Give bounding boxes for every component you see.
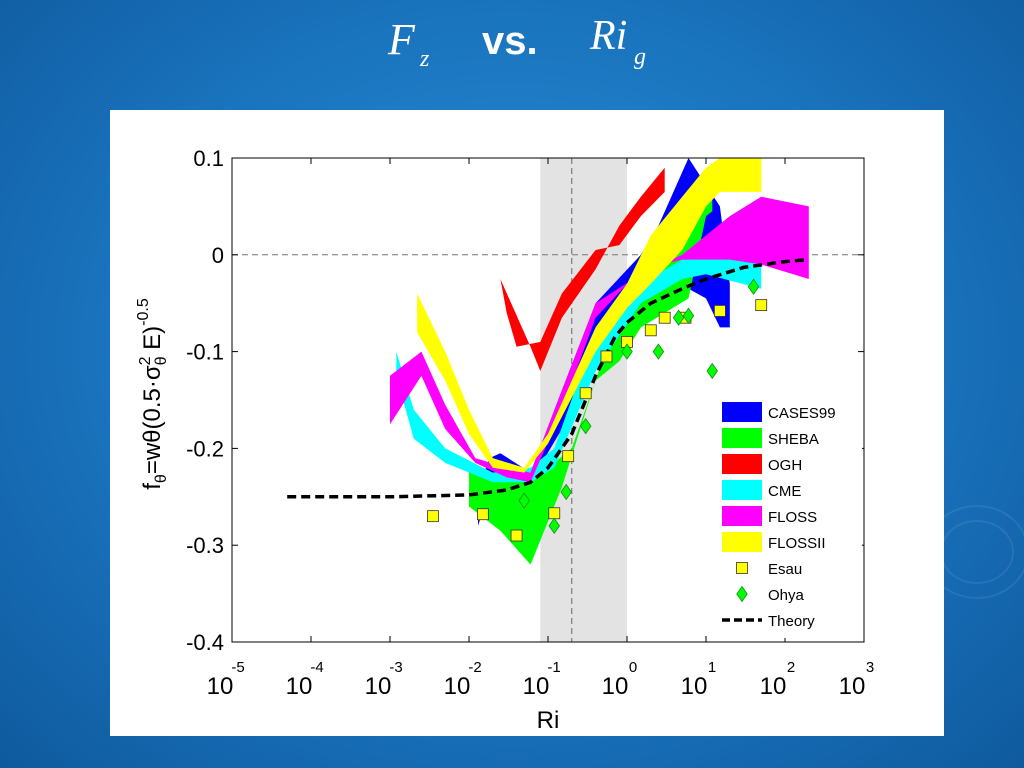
ylabel-sup: -0.5 [135,298,152,326]
legend-label: Ohya [768,587,805,604]
legend-label: SHEBA [768,431,819,448]
title-rig-main: Ri [589,13,627,59]
y-tick-label: -0.3 [186,533,224,558]
y-tick-label: 0.1 [193,146,224,171]
ylabel-sup2: 2 [137,356,154,365]
legend-label: Esau [768,561,802,578]
band-ogh [500,167,665,371]
band-cme [396,245,762,483]
esau-point [427,510,439,523]
band-floss [390,196,809,483]
slide-title: F z vs. Ri g [387,13,646,72]
legend-label: FLOSSII [768,535,826,552]
esau-point [714,305,726,317]
esau-point [477,508,489,521]
x-tick-exponent: -3 [389,659,402,676]
esau-point [755,299,768,312]
legend-swatch-ogh [722,454,762,474]
y-tick-label: 0 [212,243,224,268]
ohya-point [706,362,718,380]
x-tick-exponent: -5 [231,659,244,676]
legend-label: OGH [768,457,802,474]
ylabel-sub2: θ [153,356,170,365]
x-tick-exponent: 2 [787,659,795,676]
ohya-point [747,278,760,295]
x-tick-exponent: -2 [468,659,481,676]
legend-label: Theory [768,613,815,630]
x-tick-label: 10 [760,673,787,700]
chart-svg: 0.10-0.1-0.2-0.3-0.410-510-410-310-210-1… [135,146,874,734]
ohya-point [672,309,685,326]
ohya-point [621,343,633,360]
x-tick-label: 10 [286,673,313,700]
band-sheba [469,167,713,565]
x-tick-label: 10 [523,673,550,700]
legend-swatch-sheba [722,428,762,448]
title-vs: vs. [482,19,538,63]
ohya-point [518,492,530,509]
esau-point [579,387,592,400]
esau-point [510,529,523,542]
title-fz-main: F [387,15,416,64]
x-tick-label: 10 [444,673,471,700]
ylabel-f: f [139,483,166,490]
x-tick-exponent: -1 [547,659,560,676]
esau-point [658,311,671,324]
ohya-point [682,307,695,324]
esau-point [644,324,657,337]
svg-text:fθ=wθ(0.5·σθ2 E)-0.5: fθ=wθ(0.5·σθ2 E)-0.5 [135,298,170,490]
y-tick-label: -0.4 [186,630,224,655]
legend-label: CME [768,483,801,500]
legend-marker-ohya [736,585,748,603]
ylabel-eq: =wθ(0.5·σ [139,365,166,474]
x-tick-label: 10 [681,673,708,700]
ohya-point [560,483,572,501]
shaded-band [540,158,627,642]
band-flossii [417,158,762,473]
legend-swatch-cme [722,480,762,500]
legend-swatch-cases99 [722,402,762,422]
esau-point [548,507,561,520]
esau-point [562,450,575,463]
y-tick-label: -0.1 [186,340,224,365]
legend-swatch-floss [722,506,762,526]
x-axis-label: Ri [537,707,560,734]
x-tick-label: 10 [207,673,234,700]
legend-marker-esau [736,562,748,574]
x-tick-exponent: -4 [310,659,323,676]
chart-panel: 0.1 0 -0.1 -0.2 -0.3 -0.4 10 -5 10 -4 10 -3 10 -2 10 -1… [110,110,944,736]
title-fz-sub: z [419,46,430,72]
ylabel-sub: θ [153,474,170,483]
title-rig-sub: g [634,44,646,70]
ohya-point [579,417,592,435]
legend-label: FLOSS [768,509,817,526]
esau-point [600,350,613,363]
x-tick-exponent: 3 [866,659,874,676]
x-tick-label: 10 [602,673,629,700]
y-axis-label: fθ=wθ(0.5·σθ2 E)-0.5 [135,298,170,490]
x-tick-exponent: 1 [708,659,716,676]
ohya-point [652,343,665,360]
legend-label: CASES99 [768,405,836,422]
x-tick-label: 10 [839,673,866,700]
y-tick-label: -0.2 [186,436,224,461]
x-tick-label: 10 [365,673,392,700]
legend-swatch-flossii [722,532,762,552]
ohya-point [548,517,560,535]
x-tick-exponent: 0 [629,659,637,676]
ylabel-tail: E) [139,326,166,357]
